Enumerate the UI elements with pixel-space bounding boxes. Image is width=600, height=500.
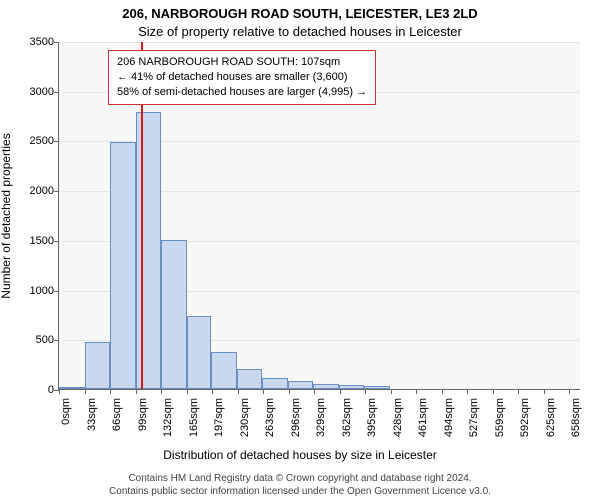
histogram-bar <box>211 352 237 389</box>
y-tick <box>54 42 59 43</box>
histogram-bar <box>59 387 85 389</box>
y-tick-label: 2500 <box>30 135 54 147</box>
chart-title-line1: 206, NARBOROUGH ROAD SOUTH, LEICESTER, L… <box>0 6 600 21</box>
y-tick <box>54 92 59 93</box>
histogram-bar <box>85 342 111 389</box>
chart-title-line2: Size of property relative to detached ho… <box>0 24 600 39</box>
y-tick <box>54 241 59 242</box>
x-tick-label: 296sqm <box>290 398 302 448</box>
x-tick-label: 197sqm <box>213 398 225 448</box>
x-tick <box>569 389 570 394</box>
x-tick-label: 658sqm <box>570 398 582 448</box>
annotation-line2: ← 41% of detached houses are smaller (3,… <box>117 70 367 85</box>
x-tick-label: 428sqm <box>392 398 404 448</box>
x-tick-label: 132sqm <box>162 398 174 448</box>
x-tick <box>518 389 519 394</box>
x-tick <box>187 389 188 394</box>
x-tick-label: 395sqm <box>366 398 378 448</box>
x-tick-label: 263sqm <box>264 398 276 448</box>
x-tick-label: 230sqm <box>239 398 251 448</box>
x-tick-label: 0sqm <box>60 398 72 448</box>
x-tick <box>442 389 443 394</box>
histogram-bar <box>237 369 263 389</box>
y-tick <box>54 141 59 142</box>
x-tick <box>340 389 341 394</box>
x-tick <box>391 389 392 394</box>
x-tick-label: 329sqm <box>315 398 327 448</box>
histogram-bar <box>187 316 212 389</box>
x-tick <box>263 389 264 394</box>
chart-container: 206, NARBOROUGH ROAD SOUTH, LEICESTER, L… <box>0 0 600 500</box>
histogram-bar <box>136 112 162 389</box>
x-tick <box>136 389 137 394</box>
histogram-bar <box>161 240 187 389</box>
x-tick-label: 625sqm <box>545 398 557 448</box>
histogram-bar <box>339 385 365 389</box>
histogram-bar <box>364 386 390 389</box>
y-tick <box>54 291 59 292</box>
y-tick-label: 1500 <box>30 235 54 247</box>
x-tick-label: 461sqm <box>417 398 429 448</box>
footer-line1: Contains HM Land Registry data © Crown c… <box>0 473 600 484</box>
y-tick <box>54 340 59 341</box>
y-axis-title: Number of detached properties <box>0 133 13 298</box>
x-tick-label: 33sqm <box>86 398 98 448</box>
x-tick <box>493 389 494 394</box>
x-tick <box>59 389 60 394</box>
x-tick-label: 99sqm <box>137 398 149 448</box>
x-axis-title: Distribution of detached houses by size … <box>0 448 600 462</box>
x-tick-label: 362sqm <box>341 398 353 448</box>
y-tick-label: 3000 <box>30 86 54 98</box>
annotation-box: 206 NARBOROUGH ROAD SOUTH: 107sqm ← 41% … <box>108 50 376 105</box>
histogram-bar <box>262 378 288 389</box>
annotation-line3: 58% of semi-detached houses are larger (… <box>117 85 367 100</box>
gridline <box>59 42 580 43</box>
y-tick-label: 2000 <box>30 185 54 197</box>
x-tick <box>314 389 315 394</box>
x-tick <box>110 389 111 394</box>
annotation-line1: 206 NARBOROUGH ROAD SOUTH: 107sqm <box>117 55 367 70</box>
y-tick-label: 3500 <box>30 36 54 48</box>
x-tick <box>238 389 239 394</box>
x-tick <box>544 389 545 394</box>
x-tick <box>212 389 213 394</box>
x-tick-label: 592sqm <box>519 398 531 448</box>
y-tick-label: 0 <box>48 384 54 396</box>
x-tick <box>161 389 162 394</box>
x-tick-label: 494sqm <box>443 398 455 448</box>
histogram-bar <box>110 142 136 389</box>
x-tick <box>365 389 366 394</box>
footer-line2: Contains public sector information licen… <box>0 486 600 497</box>
x-tick <box>467 389 468 394</box>
x-tick <box>85 389 86 394</box>
x-tick-label: 66sqm <box>111 398 123 448</box>
y-tick-label: 500 <box>36 334 54 346</box>
x-tick <box>289 389 290 394</box>
histogram-bar <box>288 381 314 389</box>
x-tick-label: 559sqm <box>494 398 506 448</box>
x-tick-label: 165sqm <box>188 398 200 448</box>
x-tick <box>416 389 417 394</box>
x-tick-label: 527sqm <box>468 398 480 448</box>
y-tick-label: 1000 <box>30 285 54 297</box>
y-tick <box>54 191 59 192</box>
histogram-bar <box>313 384 339 389</box>
